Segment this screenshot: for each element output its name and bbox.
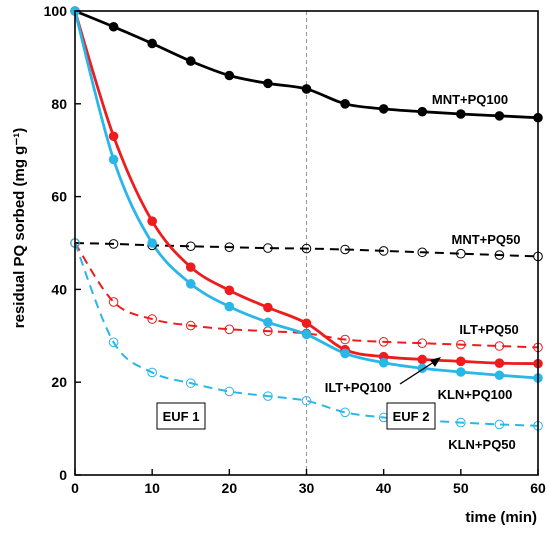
y-tick-label: 60 — [51, 189, 67, 205]
data-point-mnt-pq100 — [378, 104, 389, 114]
data-point-kln-pq50 — [301, 395, 312, 406]
data-point-kln-pq100 — [263, 317, 273, 328]
data-point-mnt-pq50 — [340, 244, 350, 255]
series-labels-group: MNT+PQ100 MNT+PQ50 ILT+PQ100 ILT+PQ50 KLN+PQ… — [325, 92, 521, 452]
data-point-ilt-pq50 — [340, 334, 350, 345]
data-point-kln-pq100 — [147, 238, 157, 248]
data-point-mnt-pq100 — [108, 21, 119, 32]
series-label-ilt-pq50: ILT+PQ50 — [459, 322, 518, 337]
x-axis-title: time (min) — [465, 509, 537, 526]
data-point-kln-pq50 — [456, 417, 466, 428]
data-point-mnt-pq50 — [185, 241, 196, 252]
data-point-ilt-pq50 — [147, 314, 157, 324]
data-point-ilt-pq100 — [147, 216, 157, 226]
data-point-mnt-pq100 — [417, 106, 428, 117]
data-point-ilt-pq50 — [378, 337, 389, 347]
data-point-kln-pq50 — [263, 391, 273, 401]
data-point-mnt-pq100 — [340, 99, 350, 109]
data-point-mnt-pq50 — [301, 243, 312, 254]
x-tick-label: 50 — [453, 480, 469, 496]
data-point-ilt-pq100 — [494, 358, 505, 368]
x-tick-label: 20 — [222, 480, 238, 496]
data-point-ilt-pq100 — [301, 318, 312, 329]
series-line-ilt-pq50 — [74, 242, 539, 349]
x-tick-label: 60 — [530, 480, 546, 496]
phase-box-label: EUF 1 — [163, 409, 200, 424]
data-point-mnt-pq100 — [147, 38, 157, 49]
data-point-mnt-pq50 — [378, 246, 389, 256]
y-tick-label: 40 — [51, 281, 67, 297]
y-tick-label: 80 — [51, 96, 67, 112]
data-point-kln-pq100 — [378, 357, 389, 368]
data-point-kln-pq50 — [494, 419, 505, 430]
data-point-kln-pq50 — [340, 407, 350, 418]
data-point-kln-pq50 — [108, 337, 119, 348]
data-point-mnt-pq50 — [417, 247, 428, 258]
data-point-ilt-pq50 — [224, 324, 235, 335]
phase-box — [156, 402, 206, 430]
phase-box-label: EUF 2 — [393, 409, 430, 424]
data-point-mnt-pq100 — [456, 109, 466, 119]
data-point-mnt-pq100 — [301, 84, 312, 94]
data-point-mnt-pq100 — [263, 78, 273, 89]
data-point-ilt-pq100 — [456, 356, 466, 367]
y-tick-label: 0 — [59, 467, 67, 483]
axis-ticks-group: 0 10 20 30 40 50 60 0 20 40 60 80 100 — [44, 3, 546, 496]
data-point-ilt-pq100 — [224, 285, 235, 296]
data-point-mnt-pq100 — [185, 56, 196, 66]
annotation-arrow-line — [399, 359, 438, 385]
data-point-ilt-pq50 — [417, 338, 428, 349]
series-label-ilt-pq100: ILT+PQ100 — [325, 380, 392, 395]
data-point-ilt-pq50 — [456, 339, 466, 350]
series-label-mnt-pq100: MNT+PQ100 — [432, 92, 508, 107]
x-tick-label: 10 — [144, 480, 160, 496]
data-point-ilt-pq50 — [185, 320, 196, 331]
x-tick-label: 0 — [71, 480, 79, 496]
data-point-ilt-pq100 — [185, 262, 196, 272]
x-tick-label: 30 — [299, 480, 315, 496]
data-point-ilt-pq100 — [108, 131, 119, 142]
y-axis-title: residual PQ sorbed (mg g⁻¹) — [11, 128, 28, 328]
data-point-kln-pq50 — [147, 367, 157, 378]
data-point-ilt-pq50 — [494, 341, 505, 351]
data-point-mnt-pq50 — [263, 243, 273, 253]
annotation-arrowhead — [430, 357, 441, 367]
phase-labels-group: EUF 1 EUF 2 — [156, 402, 436, 430]
series-label-kln-pq100: KLN+PQ100 — [438, 387, 513, 402]
data-point-kln-pq100 — [224, 301, 235, 312]
data-point-kln-pq100 — [494, 370, 505, 381]
series-line-kln-pq50 — [74, 242, 539, 427]
data-point-ilt-pq50 — [108, 297, 119, 307]
data-point-mnt-pq100 — [224, 70, 235, 81]
series-label-kln-pq50: KLN+PQ50 — [448, 437, 516, 452]
data-point-ilt-pq100 — [263, 302, 273, 313]
data-point-mnt-pq100 — [494, 111, 505, 121]
x-tick-label: 40 — [376, 480, 392, 496]
series-label-mnt-pq50: MNT+PQ50 — [452, 232, 521, 247]
y-tick-label: 100 — [44, 3, 68, 19]
data-point-kln-pq100 — [301, 329, 312, 340]
y-tick-label: 20 — [51, 374, 67, 390]
data-point-mnt-pq50 — [456, 248, 466, 259]
phase-box — [386, 402, 436, 430]
series-markers-group — [70, 6, 543, 431]
data-point-kln-pq100 — [456, 367, 466, 377]
data-point-ilt-pq100 — [417, 354, 428, 365]
data-point-kln-pq100 — [108, 154, 119, 165]
data-point-mnt-pq50 — [108, 239, 119, 249]
data-point-mnt-pq50 — [224, 242, 235, 252]
data-point-kln-pq100 — [340, 348, 350, 359]
data-point-kln-pq50 — [185, 378, 196, 388]
data-point-mnt-pq50 — [494, 250, 505, 260]
data-point-kln-pq50 — [224, 386, 235, 397]
data-point-kln-pq100 — [185, 279, 196, 289]
